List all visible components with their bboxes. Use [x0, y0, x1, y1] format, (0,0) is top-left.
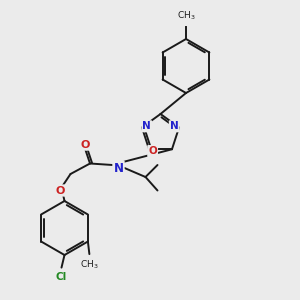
Text: O: O	[148, 146, 157, 156]
Text: N: N	[170, 121, 178, 131]
Text: N: N	[142, 121, 151, 131]
Text: N: N	[113, 161, 124, 175]
Text: Cl: Cl	[56, 272, 67, 282]
Text: O: O	[81, 140, 90, 150]
Text: O: O	[55, 185, 65, 196]
Text: CH$_3$: CH$_3$	[80, 258, 99, 271]
Text: CH$_3$: CH$_3$	[177, 10, 195, 22]
